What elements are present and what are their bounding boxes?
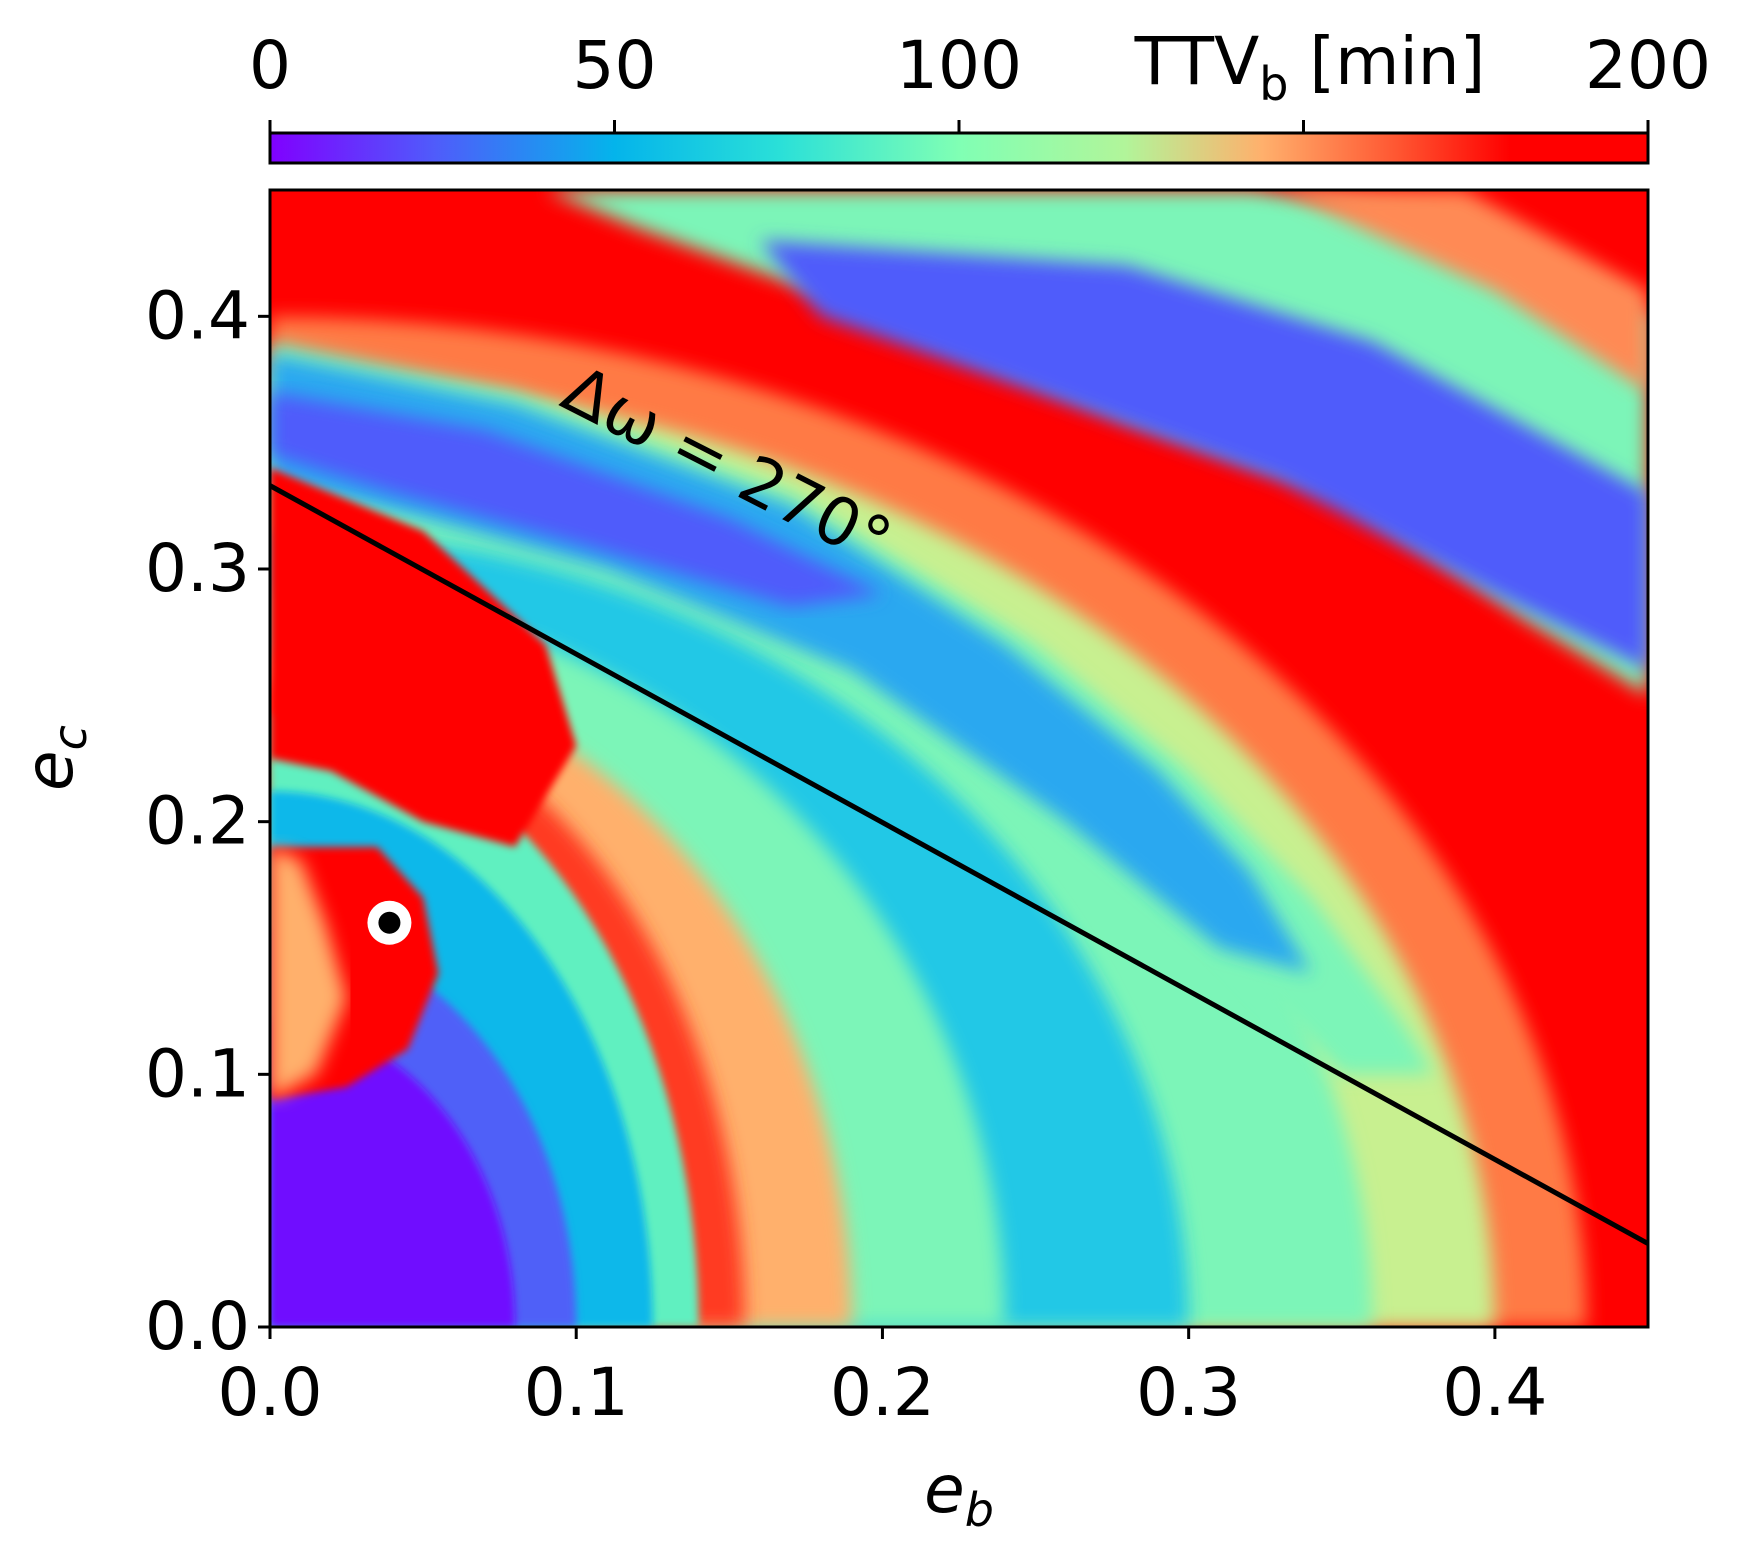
heatmap-band bbox=[270, 1020, 515, 1327]
heatmap-band bbox=[760, 240, 1648, 671]
y-axis-label: ec bbox=[11, 725, 97, 791]
x-tick-label: 0.4 bbox=[1442, 1354, 1547, 1431]
heatmap-bands bbox=[270, 190, 1648, 1327]
colorbar-label: TTVb [min] bbox=[1134, 23, 1486, 111]
y-tick-label: 0.3 bbox=[145, 530, 250, 607]
colorbar-tick-label: 200 bbox=[1585, 27, 1711, 104]
marker-point bbox=[378, 911, 401, 934]
x-tick-label: 0.2 bbox=[830, 1354, 935, 1431]
heatmap-band bbox=[270, 467, 577, 847]
colorbar-tick-label: 50 bbox=[573, 27, 657, 104]
x-tick-label: 0.3 bbox=[1136, 1354, 1241, 1431]
heatmap-band bbox=[270, 392, 883, 607]
x-tick-label: 0.0 bbox=[218, 1354, 323, 1431]
heatmap-band bbox=[545, 190, 1648, 696]
colorbar-ticks: 0 50 100 200 bbox=[249, 27, 1711, 133]
heatmap-band bbox=[1280, 190, 1648, 393]
colorbar: 0 50 100 200 TTVb [min] bbox=[249, 23, 1711, 165]
heatmap-band bbox=[270, 846, 347, 1100]
x-tick-label: 0.1 bbox=[524, 1354, 629, 1431]
plot-frame bbox=[268, 188, 1650, 1329]
y-tick-label: 0.0 bbox=[145, 1288, 250, 1365]
x-axis-ticks: 0.0 0.1 0.2 0.3 0.4 bbox=[218, 1327, 1547, 1431]
y-tick-label: 0.4 bbox=[145, 277, 250, 354]
x-axis-label: eb bbox=[924, 1451, 994, 1537]
y-tick-label: 0.1 bbox=[145, 1035, 250, 1112]
colorbar-tick-label: 100 bbox=[896, 27, 1022, 104]
delta-omega-line bbox=[270, 483, 1648, 1246]
y-axis-ticks: 0.0 0.1 0.2 0.3 0.4 bbox=[145, 277, 270, 1365]
y-tick-label: 0.2 bbox=[145, 783, 250, 860]
heatmap-area bbox=[270, 190, 1648, 1327]
colorbar-tick-label: 0 bbox=[249, 27, 291, 104]
colorbar-gradient bbox=[268, 131, 1650, 165]
